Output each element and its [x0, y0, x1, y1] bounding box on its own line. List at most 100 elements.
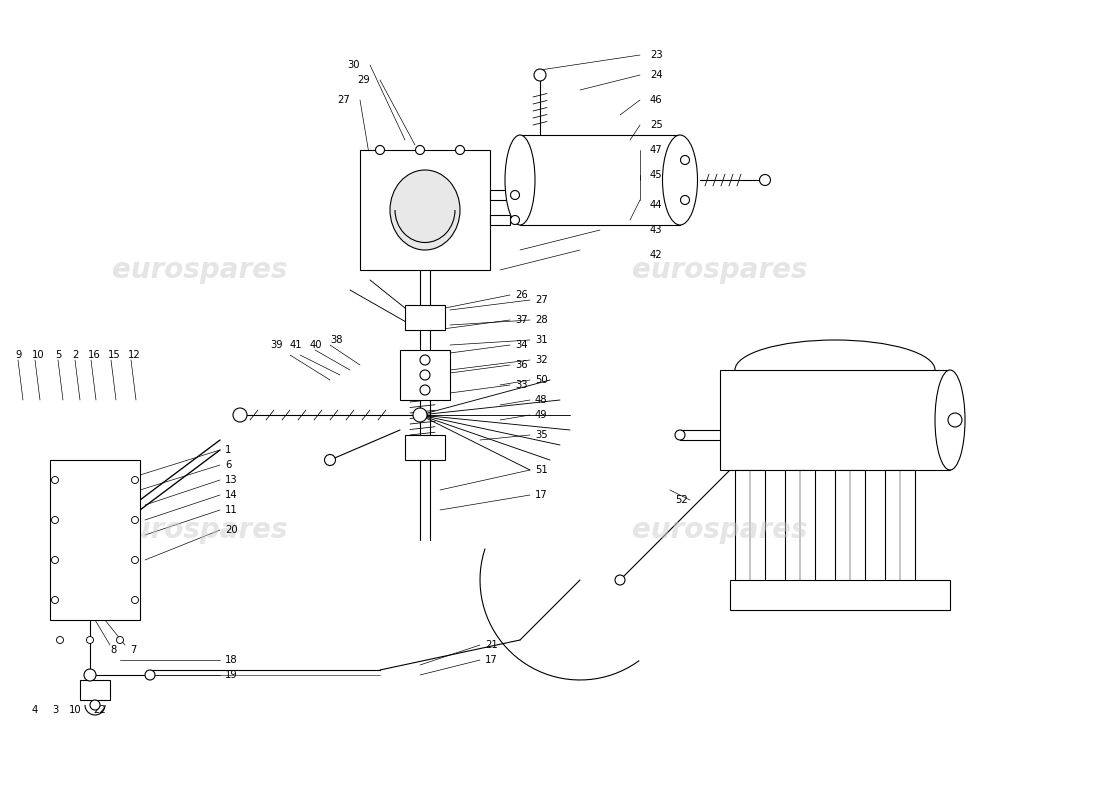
Text: 1: 1 [226, 445, 231, 455]
Circle shape [117, 637, 123, 643]
Text: 48: 48 [535, 395, 548, 405]
Text: 36: 36 [515, 360, 528, 370]
Text: 2: 2 [72, 350, 78, 360]
Bar [400, 350, 450, 400]
Text: 11: 11 [226, 505, 238, 515]
Circle shape [87, 637, 94, 643]
Text: 37: 37 [515, 315, 528, 325]
Text: 18: 18 [226, 655, 238, 665]
Text: eurospares: eurospares [632, 516, 807, 544]
Circle shape [52, 557, 58, 563]
Text: 44: 44 [650, 200, 662, 210]
Text: 27: 27 [535, 295, 548, 305]
Text: 50: 50 [535, 375, 548, 385]
Circle shape [681, 155, 690, 165]
Text: 24: 24 [650, 70, 662, 80]
Bar [490, 215, 510, 225]
Circle shape [84, 669, 96, 681]
Text: 46: 46 [650, 95, 662, 105]
Circle shape [90, 700, 100, 710]
Bar [405, 305, 446, 330]
Circle shape [375, 146, 385, 154]
Text: eurospares: eurospares [632, 256, 807, 284]
Circle shape [420, 355, 430, 365]
Bar [405, 435, 446, 460]
Text: 20: 20 [226, 525, 238, 535]
Text: 31: 31 [535, 335, 548, 345]
Text: 40: 40 [310, 340, 322, 350]
Text: 30: 30 [348, 60, 360, 70]
Circle shape [52, 597, 58, 603]
Bar [50, 460, 140, 620]
Text: 25: 25 [650, 120, 662, 130]
Bar [886, 470, 915, 590]
Text: 19: 19 [226, 670, 238, 680]
Circle shape [56, 637, 64, 643]
Text: 8: 8 [110, 645, 117, 655]
Circle shape [132, 517, 139, 523]
Text: 13: 13 [226, 475, 238, 485]
Ellipse shape [662, 135, 697, 225]
Text: 41: 41 [290, 340, 303, 350]
Ellipse shape [935, 370, 965, 470]
Circle shape [534, 69, 546, 81]
Text: 23: 23 [650, 50, 662, 60]
Circle shape [615, 575, 625, 585]
Circle shape [324, 454, 336, 466]
Circle shape [681, 195, 690, 205]
Text: eurospares: eurospares [112, 256, 288, 284]
Bar [785, 470, 815, 590]
Circle shape [510, 190, 519, 199]
Text: 29: 29 [358, 75, 370, 85]
Text: 12: 12 [128, 350, 141, 360]
Text: 21: 21 [485, 640, 497, 650]
Circle shape [416, 146, 425, 154]
Bar [735, 470, 764, 590]
Bar [520, 135, 680, 225]
Text: 5: 5 [55, 350, 62, 360]
Bar [490, 190, 510, 200]
Text: 49: 49 [535, 410, 548, 420]
Text: 10: 10 [68, 705, 81, 715]
Circle shape [233, 408, 248, 422]
Text: eurospares: eurospares [112, 516, 288, 544]
Text: 10: 10 [32, 350, 45, 360]
Circle shape [52, 517, 58, 523]
Text: 6: 6 [226, 460, 231, 470]
Bar [835, 470, 865, 590]
Text: 47: 47 [650, 145, 662, 155]
Text: 33: 33 [515, 380, 528, 390]
Text: 51: 51 [535, 465, 548, 475]
Circle shape [132, 557, 139, 563]
Text: 9: 9 [15, 350, 21, 360]
Bar [360, 150, 490, 270]
Bar [720, 370, 950, 470]
Circle shape [759, 174, 770, 186]
Text: 15: 15 [108, 350, 121, 360]
Circle shape [132, 597, 139, 603]
Text: 43: 43 [650, 225, 662, 235]
Text: 39: 39 [270, 340, 283, 350]
Text: 32: 32 [535, 355, 548, 365]
Circle shape [455, 146, 464, 154]
Text: 28: 28 [535, 315, 548, 325]
Bar [80, 680, 110, 700]
Text: 27: 27 [338, 95, 350, 105]
Text: 45: 45 [650, 170, 662, 180]
Text: 17: 17 [485, 655, 497, 665]
Circle shape [52, 477, 58, 483]
Text: 34: 34 [515, 340, 528, 350]
Text: 22: 22 [94, 705, 107, 715]
Text: 7: 7 [130, 645, 136, 655]
Circle shape [420, 385, 430, 395]
Text: 42: 42 [650, 250, 662, 260]
Ellipse shape [390, 170, 460, 250]
Text: 14: 14 [226, 490, 238, 500]
Text: 38: 38 [330, 335, 342, 345]
Text: 26: 26 [515, 290, 528, 300]
Text: 35: 35 [535, 430, 548, 440]
Text: 16: 16 [88, 350, 101, 360]
Circle shape [145, 670, 155, 680]
Text: 4: 4 [32, 705, 39, 715]
Circle shape [675, 430, 685, 440]
